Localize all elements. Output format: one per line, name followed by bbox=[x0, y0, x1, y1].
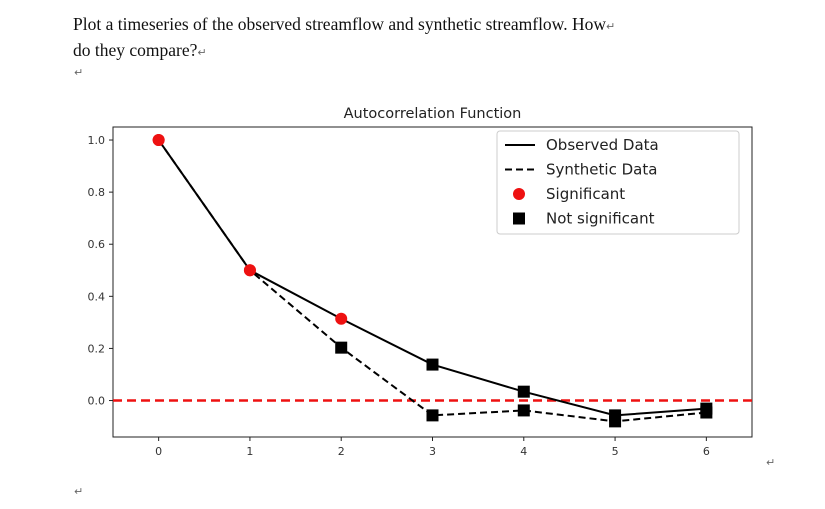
y-tick-label: 1.0 bbox=[88, 134, 106, 147]
not-significant-point bbox=[517, 404, 530, 417]
significant-point bbox=[243, 264, 256, 277]
legend-circle-marker bbox=[513, 188, 525, 200]
x-tick-label: 0 bbox=[155, 445, 162, 458]
x-tick-label: 6 bbox=[703, 445, 710, 458]
x-tick-label: 2 bbox=[338, 445, 345, 458]
x-tick-label: 3 bbox=[429, 445, 436, 458]
question-line-1: Plot a timeseries of the observed stream… bbox=[73, 14, 616, 34]
legend-box bbox=[496, 130, 740, 235]
chart-title: Autocorrelation Function bbox=[344, 106, 522, 122]
x-tick-label: 1 bbox=[246, 445, 253, 458]
paragraph-mark: ↵ bbox=[605, 20, 616, 33]
y-tick-label: 0.6 bbox=[88, 238, 106, 251]
not-significant-point bbox=[335, 341, 348, 354]
not-significant-point bbox=[700, 406, 713, 419]
legend-label: Not significant bbox=[546, 210, 655, 228]
paragraph-mark: ↵ bbox=[766, 456, 776, 469]
significant-point bbox=[152, 134, 165, 147]
y-tick-label: 0.2 bbox=[88, 342, 106, 355]
paragraph-mark: ↵ bbox=[197, 46, 207, 59]
not-significant-point bbox=[609, 415, 622, 428]
legend-label: Observed Data bbox=[546, 136, 659, 154]
legend-label: Significant bbox=[546, 185, 625, 203]
legend-label: Synthetic Data bbox=[546, 161, 657, 179]
legend-square-marker bbox=[513, 212, 525, 225]
x-tick-label: 4 bbox=[520, 445, 527, 458]
significant-point bbox=[335, 312, 348, 325]
paragraph-mark: ↵ bbox=[74, 66, 84, 79]
y-tick-label: 0.8 bbox=[88, 186, 106, 199]
question-line-2: do they compare?↵ bbox=[73, 40, 207, 60]
x-tick-label: 5 bbox=[612, 445, 619, 458]
y-tick-label: 0.4 bbox=[88, 290, 106, 303]
not-significant-point bbox=[517, 385, 530, 398]
y-tick-label: 0.0 bbox=[88, 395, 106, 408]
not-significant-point bbox=[426, 358, 439, 371]
paragraph-mark: ↵ bbox=[74, 485, 84, 498]
not-significant-point bbox=[426, 409, 439, 422]
